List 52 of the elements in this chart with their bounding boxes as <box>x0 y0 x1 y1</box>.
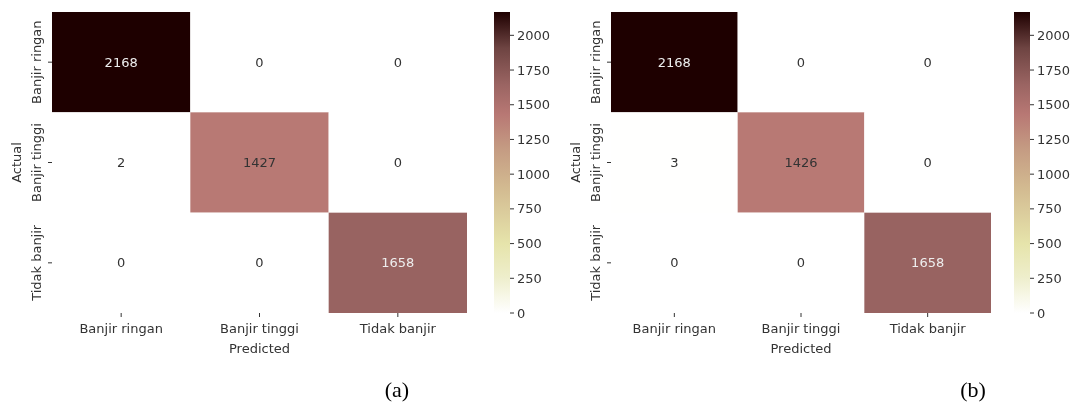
color-bar-label: 250 <box>517 270 542 286</box>
color-bar-label: 1250 <box>1037 132 1071 147</box>
x-tick-label: Banjir tinggi <box>761 321 841 336</box>
color-bar-label: 0 <box>1037 305 1046 321</box>
color-bar-label: 0 <box>517 305 526 321</box>
x-tick-label: Tidak banjir <box>358 321 437 336</box>
color-bar-label: 250 <box>1037 270 1062 286</box>
y-tick-label: Banjir tinggi <box>29 123 44 202</box>
data-label: 2168 <box>104 54 138 70</box>
data-label: 2 <box>117 155 126 171</box>
data-label: 0 <box>255 54 264 70</box>
data-label: 0 <box>923 155 932 171</box>
data-label: 1427 <box>242 155 277 171</box>
color-bar-label: 1750 <box>1037 62 1071 78</box>
x-tick-label: Banjir ringan <box>79 321 163 336</box>
data-label: 0 <box>923 54 932 70</box>
text: (b) <box>960 377 986 402</box>
x-tick-label: Tidak banjir <box>888 321 967 336</box>
data-label: 1426 <box>784 155 818 171</box>
color-bar-label: 1250 <box>517 132 551 147</box>
data-label: 1658 <box>911 255 945 271</box>
x-tick-label: Banjir tinggi <box>220 321 299 336</box>
text: (a) <box>384 377 410 402</box>
y-axis-title: Actual <box>568 142 583 183</box>
y-axis-title: Actual <box>9 142 24 183</box>
data-label: 0 <box>670 255 679 271</box>
color-bar-label: 2000 <box>517 27 551 43</box>
data-label: 0 <box>255 255 264 271</box>
data-label: 0 <box>796 255 806 271</box>
data-label: 2168 <box>657 54 691 70</box>
data-label: 3 <box>670 155 679 171</box>
color-bar-label: 500 <box>517 236 542 252</box>
data-label: 0 <box>393 155 402 171</box>
x-axis-title: Predicted <box>228 341 291 356</box>
color-bar-label: 1000 <box>517 166 551 182</box>
data-label: 0 <box>393 54 402 70</box>
data-label: 1658 <box>381 255 415 271</box>
data-label: 0 <box>796 54 806 70</box>
y-tick-label: Banjir ringan <box>29 20 44 104</box>
x-tick-label: Banjir ringan <box>632 321 717 336</box>
y-tick-label: Banjir ringan <box>588 20 603 104</box>
x-axis-title: Predicted <box>770 341 832 356</box>
color-bar-label: 750 <box>517 201 542 217</box>
y-tick-label: Banjir tinggi <box>588 123 603 202</box>
color-bar-label: 500 <box>1037 236 1062 252</box>
color-bar-label: 2000 <box>1037 27 1071 43</box>
color-bar-label: 1500 <box>517 97 551 113</box>
color-bar-label: 750 <box>1037 201 1062 217</box>
color-bar-label: 1500 <box>1037 97 1071 113</box>
color-bar-label: 1750 <box>517 62 551 78</box>
color-bar-label: 1000 <box>1037 166 1071 182</box>
data-label: 0 <box>117 255 126 271</box>
